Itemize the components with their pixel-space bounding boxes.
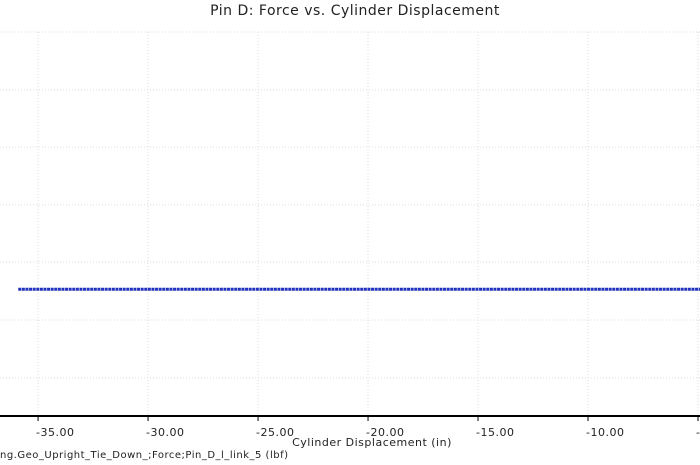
x-tick-label: -10.00	[586, 426, 624, 439]
x-axis-label: Cylinder Displacement (in)	[292, 436, 452, 449]
x-tick-label: -20.00	[366, 426, 404, 439]
x-tick-label: -30.00	[146, 426, 184, 439]
x-tick-label: -5.00	[696, 426, 700, 439]
x-tick-label: -25.00	[256, 426, 294, 439]
x-tick-label: -35.00	[36, 426, 74, 439]
x-tick-label: -15.00	[476, 426, 514, 439]
legend-entry: ng.Geo_Upright_Tie_Down_;Force;Pin_D_l_l…	[0, 450, 289, 461]
chart-title: Pin D: Force vs. Cylinder Displacement	[210, 3, 500, 19]
